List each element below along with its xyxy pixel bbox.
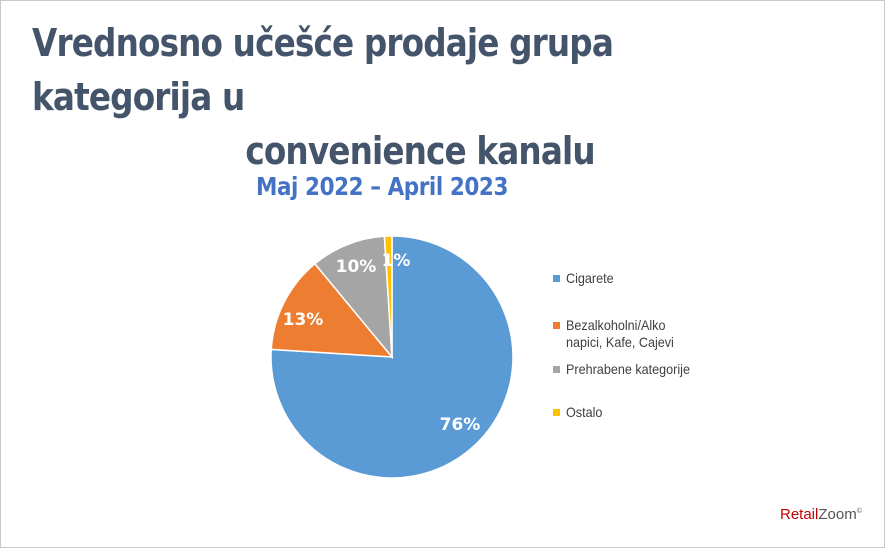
legend-label: Bezalkoholni/Alko napici, Kafe, Cajevi — [566, 317, 674, 350]
legend-swatch — [553, 366, 560, 373]
pie-data-label-1: 13% — [283, 310, 324, 330]
retailzoom-logo: RetailZoom© — [780, 506, 862, 523]
title-line-1: Vrednosno učešće prodaje grupa kategorij… — [32, 21, 614, 119]
pie-slice-1 — [270, 262, 394, 358]
legend-label: Ostalo — [566, 404, 603, 420]
pie-data-label-2: 10% — [336, 257, 377, 277]
legend-item-prehrabene: Prehrabene kategorije — [553, 361, 726, 378]
legend-item-napici: Bezalkoholni/Alko napici, Kafe, Cajevi — [553, 317, 708, 351]
logo-retail: Retail — [780, 506, 819, 523]
legend-swatch — [553, 322, 560, 329]
legend-item-cigarete: Cigarete — [553, 270, 726, 287]
legend-swatch — [553, 409, 560, 416]
logo-mark: © — [856, 508, 862, 515]
legend-label: Prehrabene kategorije — [566, 361, 690, 377]
pie-slice-3 — [383, 235, 393, 358]
legend-swatch — [553, 275, 560, 282]
legend-label: Cigarete — [566, 270, 614, 286]
chart-subtitle: Maj 2022 – April 2023 — [256, 172, 508, 201]
pie-slice-2 — [313, 235, 393, 360]
title-line-2: convenience kanalu — [245, 129, 595, 173]
pie-data-label-0: 76% — [440, 415, 481, 435]
logo-zoom: Zoom — [818, 506, 857, 523]
slide-title: Vrednosno učešće prodaje grupa kategorij… — [20, 16, 674, 178]
pie-data-label-3: 1% — [382, 251, 411, 271]
legend-item-ostalo: Ostalo — [553, 404, 726, 421]
